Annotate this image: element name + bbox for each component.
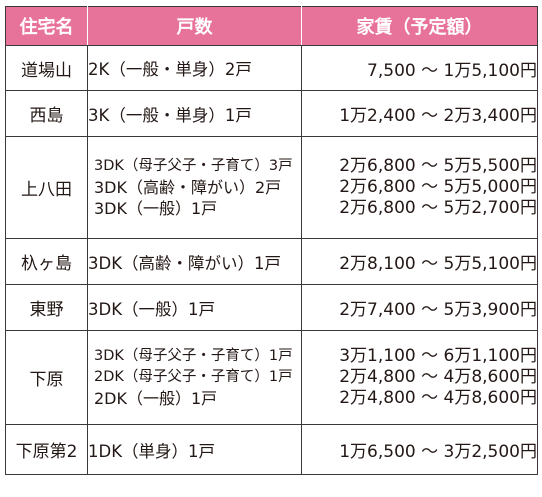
- table-row: 下原第2 1DK（単身）1戸 1万6,500 ～ 3万2,500円: [5, 424, 538, 475]
- unit-line: 3DK（高齢・障がい）2戸: [94, 178, 282, 197]
- header-name: 住宅名: [5, 6, 88, 46]
- table-row: 上八田 3DK（母子父子・子育て）3戸 3DK（高齢・障がい）2戸 3DK（一般…: [5, 136, 538, 239]
- header-row: 住宅名 戸数 家賃（予定額）: [5, 6, 538, 46]
- unit-count: 3DK（高齢・障がい）1戸: [87, 238, 302, 285]
- unit-count: 1DK（単身）1戸: [87, 424, 302, 475]
- unit-count: 3DK（母子父子・子育て）3戸 3DK（高齢・障がい）2戸 3DK（一般）1戸: [87, 136, 302, 239]
- rent-range: 2万7,400 ～ 5万3,900円: [301, 284, 538, 331]
- housing-name: 下原第2: [5, 424, 88, 475]
- rent-range: 2万8,100 ～ 5万5,100円: [301, 238, 538, 285]
- table-row: 道場山 2K（一般・単身）2戸 7,500 ～ 1万5,100円: [5, 45, 538, 91]
- unit-count: 3K（一般・単身）1戸: [87, 90, 302, 137]
- rent-line: 2万6,800 ～ 5万2,700円: [339, 198, 537, 218]
- unit-line: 3DK（一般）1戸: [94, 199, 218, 218]
- header-units: 戸数: [87, 6, 302, 46]
- unit-line: 2DK（母子父子・子育て）1戸: [94, 369, 293, 385]
- table-row: 東野 3DK（一般）1戸 2万7,400 ～ 5万3,900円: [5, 284, 538, 331]
- table-row: 杁ヶ島 3DK（高齢・障がい）1戸 2万8,100 ～ 5万5,100円: [5, 238, 538, 285]
- rent-range: 1万2,400 ～ 2万3,400円: [301, 90, 538, 137]
- housing-name: 上八田: [5, 136, 88, 239]
- rent-line: 2万6,800 ～ 5万5,500円: [339, 156, 537, 176]
- rent-range: 7,500 ～ 1万5,100円: [301, 45, 538, 91]
- housing-name: 杁ヶ島: [5, 238, 88, 285]
- rent-line: 2万4,800 ～ 4万8,600円: [339, 388, 537, 408]
- rent-line: 3万1,100 ～ 6万1,100円: [339, 346, 537, 366]
- housing-name: 下原: [5, 330, 88, 425]
- unit-count: 2K（一般・単身）2戸: [87, 45, 302, 91]
- unit-count: 3DK（母子父子・子育て）1戸 2DK（母子父子・子育て）1戸 2DK（一般）1…: [87, 330, 302, 425]
- rent-line: 2万6,800 ～ 5万5,000円: [339, 177, 537, 197]
- housing-name: 東野: [5, 284, 88, 331]
- rent-range: 1万6,500 ～ 3万2,500円: [301, 424, 538, 475]
- housing-table: 住宅名 戸数 家賃（予定額） 道場山 2K（一般・単身）2戸 7,500 ～ 1…: [5, 6, 538, 475]
- table-row: 下原 3DK（母子父子・子育て）1戸 2DK（母子父子・子育て）1戸 2DK（一…: [5, 330, 538, 425]
- unit-line: 3DK（母子父子・子育て）1戸: [94, 348, 293, 364]
- rent-range: 2万6,800 ～ 5万5,500円 2万6,800 ～ 5万5,000円 2万…: [301, 136, 538, 239]
- unit-line: 3DK（母子父子・子育て）3戸: [94, 158, 293, 174]
- rent-line: 2万4,800 ～ 4万8,600円: [339, 367, 537, 387]
- unit-line: 2DK（一般）1戸: [94, 389, 218, 408]
- housing-name: 西島: [5, 90, 88, 137]
- unit-count: 3DK（一般）1戸: [87, 284, 302, 331]
- header-rent: 家賃（予定額）: [301, 6, 538, 46]
- rent-range: 3万1,100 ～ 6万1,100円 2万4,800 ～ 4万8,600円 2万…: [301, 330, 538, 425]
- table-row: 西島 3K（一般・単身）1戸 1万2,400 ～ 2万3,400円: [5, 90, 538, 137]
- housing-name: 道場山: [5, 45, 88, 91]
